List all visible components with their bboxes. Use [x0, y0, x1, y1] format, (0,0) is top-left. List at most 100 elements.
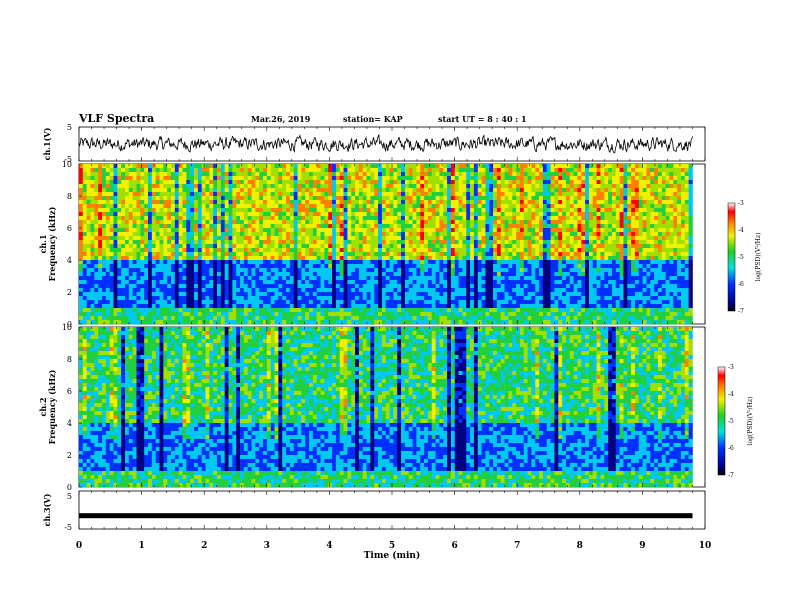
spectrogram-cell [485, 312, 490, 317]
spectrogram-cell [443, 308, 448, 313]
spectrogram-cell [224, 268, 229, 273]
spectrogram-cell [408, 320, 413, 325]
spectrogram-cell [236, 164, 241, 169]
spectrogram-cell [381, 252, 387, 257]
spectrogram-cell [309, 228, 314, 233]
spectrogram-cell [105, 292, 110, 297]
spectrogram-cell [86, 256, 91, 261]
spectrogram-cell [508, 184, 513, 189]
spectrogram-cell [347, 268, 352, 273]
spectrogram-cell [255, 300, 260, 305]
spectrogram-cell [477, 280, 482, 285]
spectrogram-cell [427, 272, 433, 277]
spectrogram-cell [201, 296, 206, 301]
spectrogram-cell [335, 260, 341, 265]
spectrogram-cell [512, 288, 517, 293]
spectrogram-cell [182, 292, 187, 297]
spectrogram-cell [466, 272, 471, 277]
spectrogram-cell [512, 304, 517, 309]
spectrogram-cell [144, 252, 149, 257]
spectrogram-cell [278, 320, 283, 325]
spectrogram-cell [286, 276, 291, 281]
spectrogram-cell [435, 188, 440, 193]
spectrogram-cell [362, 204, 367, 209]
spectrogram-cell [427, 316, 433, 321]
spectrogram-cell [286, 284, 291, 289]
spectrogram-cell [178, 196, 183, 201]
spectrogram-cell [470, 300, 475, 305]
spectrogram-cell [493, 308, 498, 313]
spectrogram-cell [240, 204, 245, 209]
spectrogram-cell [401, 244, 406, 249]
spectrogram-cell [389, 272, 394, 277]
spectrogram-cell [335, 288, 341, 293]
spectrogram-cell [477, 176, 482, 181]
spectrogram-cell [263, 308, 268, 313]
spectrogram-cell [408, 212, 413, 217]
spectrogram-cell [232, 284, 237, 289]
spectrogram-cell [251, 312, 256, 317]
spectrogram-cell [289, 288, 295, 293]
spectrogram-cell [94, 224, 99, 229]
spectrogram-cell [542, 284, 548, 289]
spectrogram-cell [404, 200, 410, 205]
spectrogram-cell [397, 264, 402, 269]
spectrogram-cell [79, 264, 84, 269]
spectrogram-cell [86, 312, 91, 317]
spectrogram-cell [320, 272, 325, 277]
spectrogram-cell [466, 188, 471, 193]
spectrogram-cell [220, 224, 225, 229]
spectrogram-cell [370, 192, 375, 197]
spectrogram-cell [213, 212, 218, 217]
spectrogram-cell [347, 176, 352, 181]
spectrogram-cell [355, 292, 360, 297]
spectrogram-cell [489, 276, 494, 281]
spectrogram-cell [362, 292, 367, 297]
spectrogram-cell [358, 252, 364, 257]
spectrogram-cell [224, 300, 229, 305]
spectrogram-cell [282, 240, 287, 245]
spectrogram-cell [378, 264, 383, 269]
spectrogram-cell [324, 216, 329, 221]
spectrogram-cell [424, 316, 429, 321]
spectrogram-cell [174, 216, 179, 221]
spectrogram-cell [90, 320, 95, 325]
spectrogram-cell [274, 256, 279, 261]
spectrogram-cell [381, 224, 387, 229]
spectrogram-cell [389, 168, 394, 173]
spectrogram-cell [508, 208, 513, 213]
spectrogram-cell [205, 280, 210, 285]
spectrogram-cell [293, 172, 298, 177]
spectrogram-cell [205, 192, 210, 197]
spectrogram-cell [343, 288, 348, 293]
spectrogram-cell [450, 184, 456, 189]
spectrogram-cell [125, 176, 130, 181]
spectrogram-cell [274, 164, 279, 169]
spectrogram-cell [163, 240, 168, 245]
spectrogram-cell [427, 232, 433, 237]
spectrogram-cell [519, 320, 525, 325]
spectrogram-cell [378, 288, 383, 293]
spectrogram-cell [209, 320, 214, 325]
spectrogram-cell [247, 232, 252, 237]
spectrogram-cell [259, 320, 264, 325]
spectrogram-cell [236, 236, 241, 241]
spectrogram-cell [186, 296, 191, 301]
spectrogram-cell [473, 288, 479, 293]
spectrogram-cell [489, 308, 494, 313]
spectrogram-cell [366, 196, 371, 201]
spectrogram-cell [458, 180, 463, 185]
spectrogram-cell [286, 260, 291, 265]
spectrogram-cell [362, 280, 367, 285]
spectrogram-cell [324, 172, 329, 177]
spectrogram-cell [266, 304, 272, 309]
spectrogram-cell [79, 168, 84, 173]
spectrogram-cell [339, 284, 344, 289]
spectrogram-cell [255, 276, 260, 281]
spectrogram-cell [82, 184, 87, 189]
spectrogram-cell [378, 164, 383, 169]
spectrogram-cell [144, 192, 149, 197]
spectrogram-cell [535, 168, 540, 173]
spectrogram-cell [339, 304, 344, 309]
